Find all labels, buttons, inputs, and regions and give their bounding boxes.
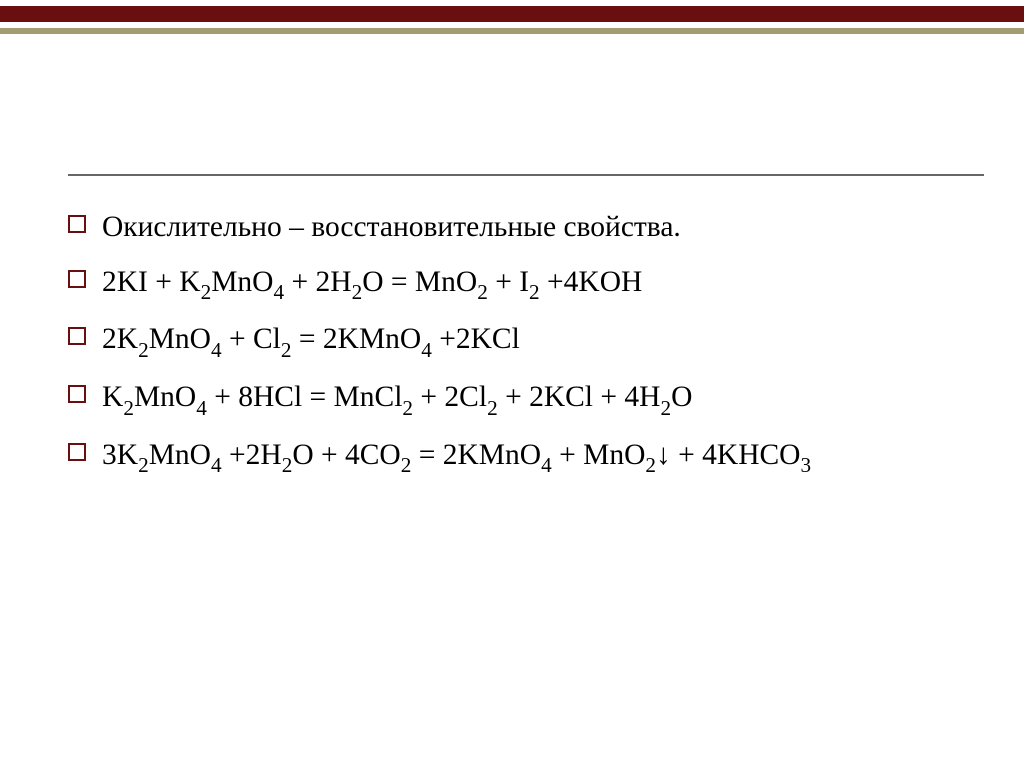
- list-item: 2KI + K2MnO4 + 2H2O = MnO2 + I2 +4KOH: [68, 261, 984, 307]
- square-bullet-icon: [68, 215, 86, 233]
- slide: Окислительно – восстановительные свойств…: [0, 0, 1024, 767]
- subscript: 4: [211, 338, 222, 362]
- subscript: 2: [487, 396, 498, 420]
- subscript: 2: [402, 396, 413, 420]
- decor-band-secondary: [0, 28, 1024, 34]
- list-item: K2MnO4 + 8HCl = MnCl2 + 2Cl2 + 2KCl + 4H…: [68, 376, 984, 422]
- subscript: 2: [282, 453, 293, 477]
- subscript: 2: [477, 280, 488, 304]
- list-item-text: 2K2MnO4 + Cl2 = 2KMnO4 +2KCl: [102, 318, 520, 364]
- list-item-text: 2KI + K2MnO4 + 2H2O = MnO2 + I2 +4KOH: [102, 261, 642, 307]
- subscript: 2: [138, 338, 149, 362]
- horizontal-rule: [68, 174, 984, 176]
- subscript: 4: [421, 338, 432, 362]
- subscript: 2: [201, 280, 212, 304]
- subscript: 4: [541, 453, 552, 477]
- list-item-text: K2MnO4 + 8HCl = MnCl2 + 2Cl2 + 2KCl + 4H…: [102, 376, 692, 422]
- list-item-text: Окислительно – восстановительные свойств…: [102, 206, 681, 249]
- content-area: Окислительно – восстановительные свойств…: [68, 206, 984, 491]
- square-bullet-icon: [68, 443, 86, 461]
- subscript: 2: [401, 453, 412, 477]
- subscript: 4: [211, 453, 222, 477]
- square-bullet-icon: [68, 385, 86, 403]
- subscript: 2: [352, 280, 363, 304]
- subscript: 4: [196, 396, 207, 420]
- subscript: 2: [123, 396, 134, 420]
- subscript: 2: [660, 396, 671, 420]
- list-item: 2K2MnO4 + Cl2 = 2KMnO4 +2KCl: [68, 318, 984, 364]
- list-item-text: 3K2MnO4 +2H2O + 4CO2 = 2KMnO4 + MnO2↓ + …: [102, 434, 811, 480]
- subscript: 2: [281, 338, 292, 362]
- subscript: 2: [645, 453, 656, 477]
- square-bullet-icon: [68, 327, 86, 345]
- decor-band-primary: [0, 6, 1024, 22]
- subscript: 4: [274, 280, 285, 304]
- subscript: 2: [529, 280, 540, 304]
- subscript: 2: [138, 453, 149, 477]
- subscript: 3: [801, 453, 812, 477]
- square-bullet-icon: [68, 270, 86, 288]
- list-item: 3K2MnO4 +2H2O + 4CO2 = 2KMnO4 + MnO2↓ + …: [68, 434, 984, 480]
- list-item: Окислительно – восстановительные свойств…: [68, 206, 984, 249]
